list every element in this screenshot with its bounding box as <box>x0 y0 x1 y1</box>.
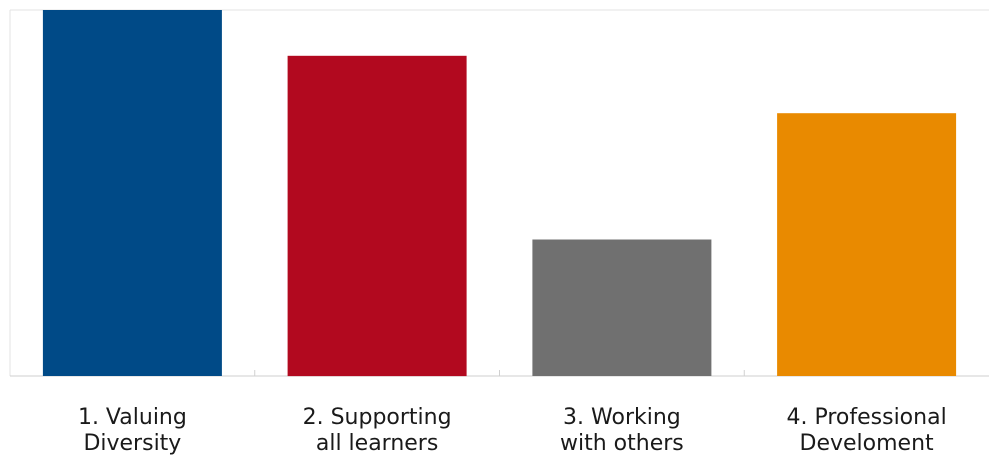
bar-4 <box>777 113 957 376</box>
category-label-2-line-2: all learners <box>316 431 438 456</box>
category-label-3-line-1: 3. Working <box>563 405 681 430</box>
bars <box>42 10 957 377</box>
bar-2 <box>287 55 467 377</box>
category-label-1-line-1: 1. Valuing <box>78 405 187 430</box>
category-label-4-line-1: 4. Professional <box>786 405 946 430</box>
bar-3 <box>532 239 712 376</box>
x-tick-marks <box>254 370 745 376</box>
category-label-3-line-2: with others <box>560 431 684 456</box>
category-label-2-line-1: 2. Supporting <box>303 405 452 430</box>
bar-1 <box>42 10 222 376</box>
category-label-4-line-2: Develoment <box>800 431 935 456</box>
category-label-1-line-2: Diversity <box>83 431 181 456</box>
